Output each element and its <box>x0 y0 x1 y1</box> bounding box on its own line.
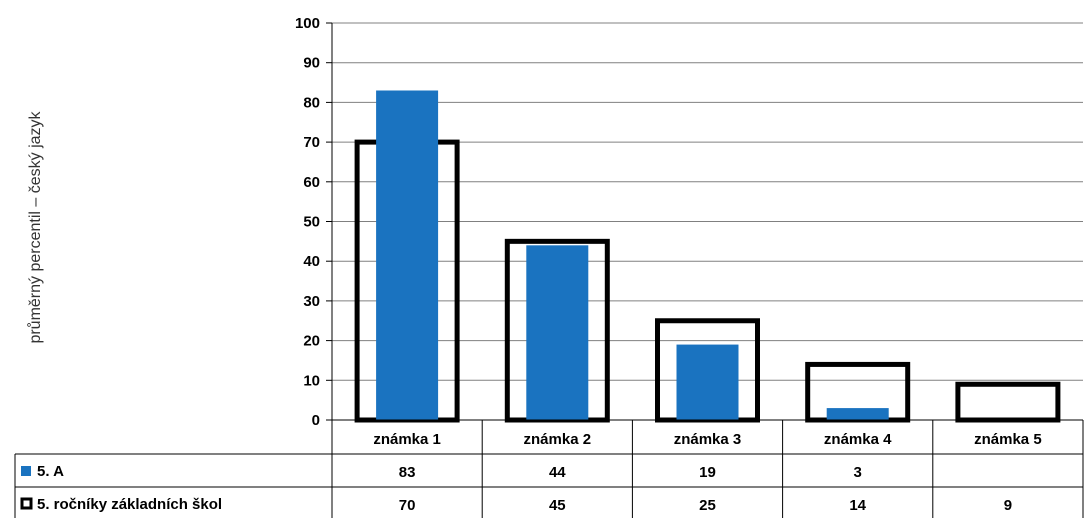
y-tick-label: 100 <box>295 15 320 32</box>
legend-series-2: 5. ročníky základních škol <box>37 496 222 513</box>
table-cell-value: 83 <box>399 464 416 481</box>
y-tick-label: 40 <box>303 253 320 270</box>
table-cell-value: 70 <box>399 497 416 514</box>
y-tick-label: 0 <box>312 412 320 429</box>
y-tick-label: 50 <box>303 214 320 231</box>
legend-series-1: 5. A <box>37 463 64 480</box>
y-tick-label: 30 <box>303 293 320 310</box>
table-cell-value: 19 <box>699 464 716 481</box>
category-label: známka 2 <box>524 431 592 448</box>
legend-key-filled <box>21 466 31 476</box>
y-tick-label: 70 <box>303 134 320 151</box>
table-cell-value: 45 <box>549 497 566 514</box>
bar-outline-5 <box>955 381 1061 423</box>
category-label: známka 5 <box>974 431 1042 448</box>
table-cell-value: 14 <box>849 497 866 514</box>
bar-filled-1 <box>376 90 439 421</box>
y-tick-label: 10 <box>303 372 320 389</box>
category-label: známka 4 <box>824 431 892 448</box>
bar-filled-2 <box>526 245 589 420</box>
y-tick-label: 90 <box>303 55 320 72</box>
y-tick-label: 80 <box>303 94 320 111</box>
bars <box>354 90 1061 423</box>
y-tick-label: 60 <box>303 174 320 191</box>
y-axis-ticks: 0 10 20 30 40 50 60 70 80 90 100 <box>295 15 332 429</box>
y-axis-label: průměrný percentil – český jazyk <box>26 110 44 343</box>
table-cell-value: 3 <box>854 464 862 481</box>
category-label: známka 3 <box>674 431 742 448</box>
table-cell-value: 44 <box>549 464 566 481</box>
category-label: známka 1 <box>373 431 441 448</box>
legend-key-outline <box>20 497 33 510</box>
table-cell-value: 9 <box>1004 497 1012 514</box>
data-table: známka 1 známka 2 známka 3 známka 4 známka 5… <box>14 419 1084 518</box>
table-cell-value: 25 <box>699 497 716 514</box>
y-tick-label: 20 <box>303 333 320 350</box>
bar-filled-4 <box>826 408 889 420</box>
bar-filled-3 <box>676 344 739 420</box>
